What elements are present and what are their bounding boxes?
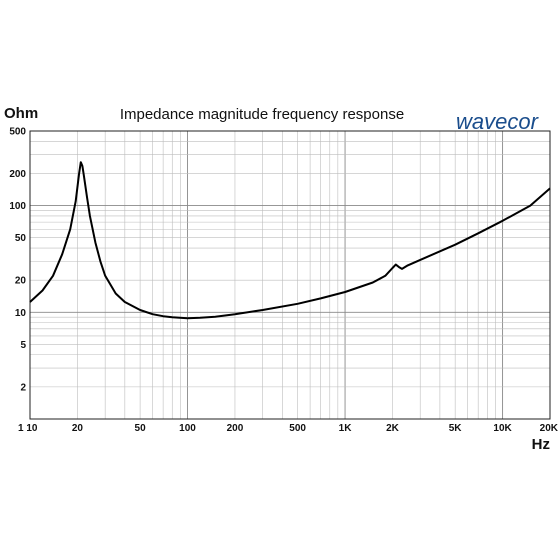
x-tick-label: 5K [449, 423, 463, 434]
brand-logo: wavecor [456, 109, 540, 134]
x-tick-label: 50 [135, 423, 147, 434]
y-tick-labels: 500 200 100 50 20 10 5 2 [9, 127, 26, 394]
y-axis-unit-label: Ohm [4, 105, 38, 122]
x-tick-labels: 1 10 20 50 100 200 500 1K 2K 5K 10K 20K [18, 423, 559, 434]
x-tick-label: 100 [179, 423, 196, 434]
x-tick-label: 500 [289, 423, 306, 434]
y-tick-label: 50 [15, 233, 27, 244]
x-tick-label: 20 [72, 423, 84, 434]
x-tick-label: 1 10 [18, 423, 38, 434]
y-tick-label: 500 [9, 127, 26, 138]
x-tick-label: 200 [227, 423, 244, 434]
plot-frame [29, 130, 551, 420]
x-tick-label: 2K [386, 423, 400, 434]
y-tick-label: 5 [20, 340, 26, 351]
x-tick-label: 20K [540, 423, 559, 434]
x-axis-unit-label: Hz [532, 436, 550, 453]
impedance-curve [29, 161, 551, 320]
x-tick-label: 10K [493, 423, 512, 434]
y-tick-label: 2 [20, 382, 26, 393]
y-tick-label: 20 [15, 276, 27, 287]
grid-lines [30, 131, 550, 419]
x-tick-label: 1K [339, 423, 353, 434]
y-tick-label: 200 [9, 169, 26, 180]
chart-title: Impedance magnitude frequency response [120, 106, 404, 123]
y-tick-label: 100 [9, 201, 26, 212]
y-tick-label: 10 [15, 308, 27, 319]
